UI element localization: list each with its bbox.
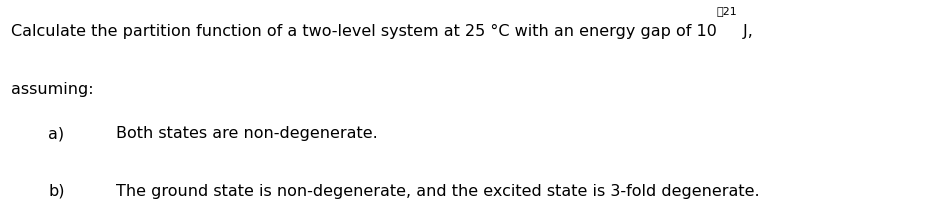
Text: Calculate the partition function of a two-level system at 25 °C with an energy g: Calculate the partition function of a tw… — [11, 24, 717, 40]
Text: The ground state is non-degenerate, and the excited state is 3-fold degenerate.: The ground state is non-degenerate, and … — [116, 184, 759, 199]
Text: J,: J, — [738, 24, 753, 40]
Text: a): a) — [48, 126, 64, 142]
Text: assuming:: assuming: — [11, 82, 94, 97]
Text: ⁲21: ⁲21 — [717, 6, 738, 16]
Text: b): b) — [48, 184, 65, 199]
Text: Both states are non-degenerate.: Both states are non-degenerate. — [116, 126, 378, 142]
